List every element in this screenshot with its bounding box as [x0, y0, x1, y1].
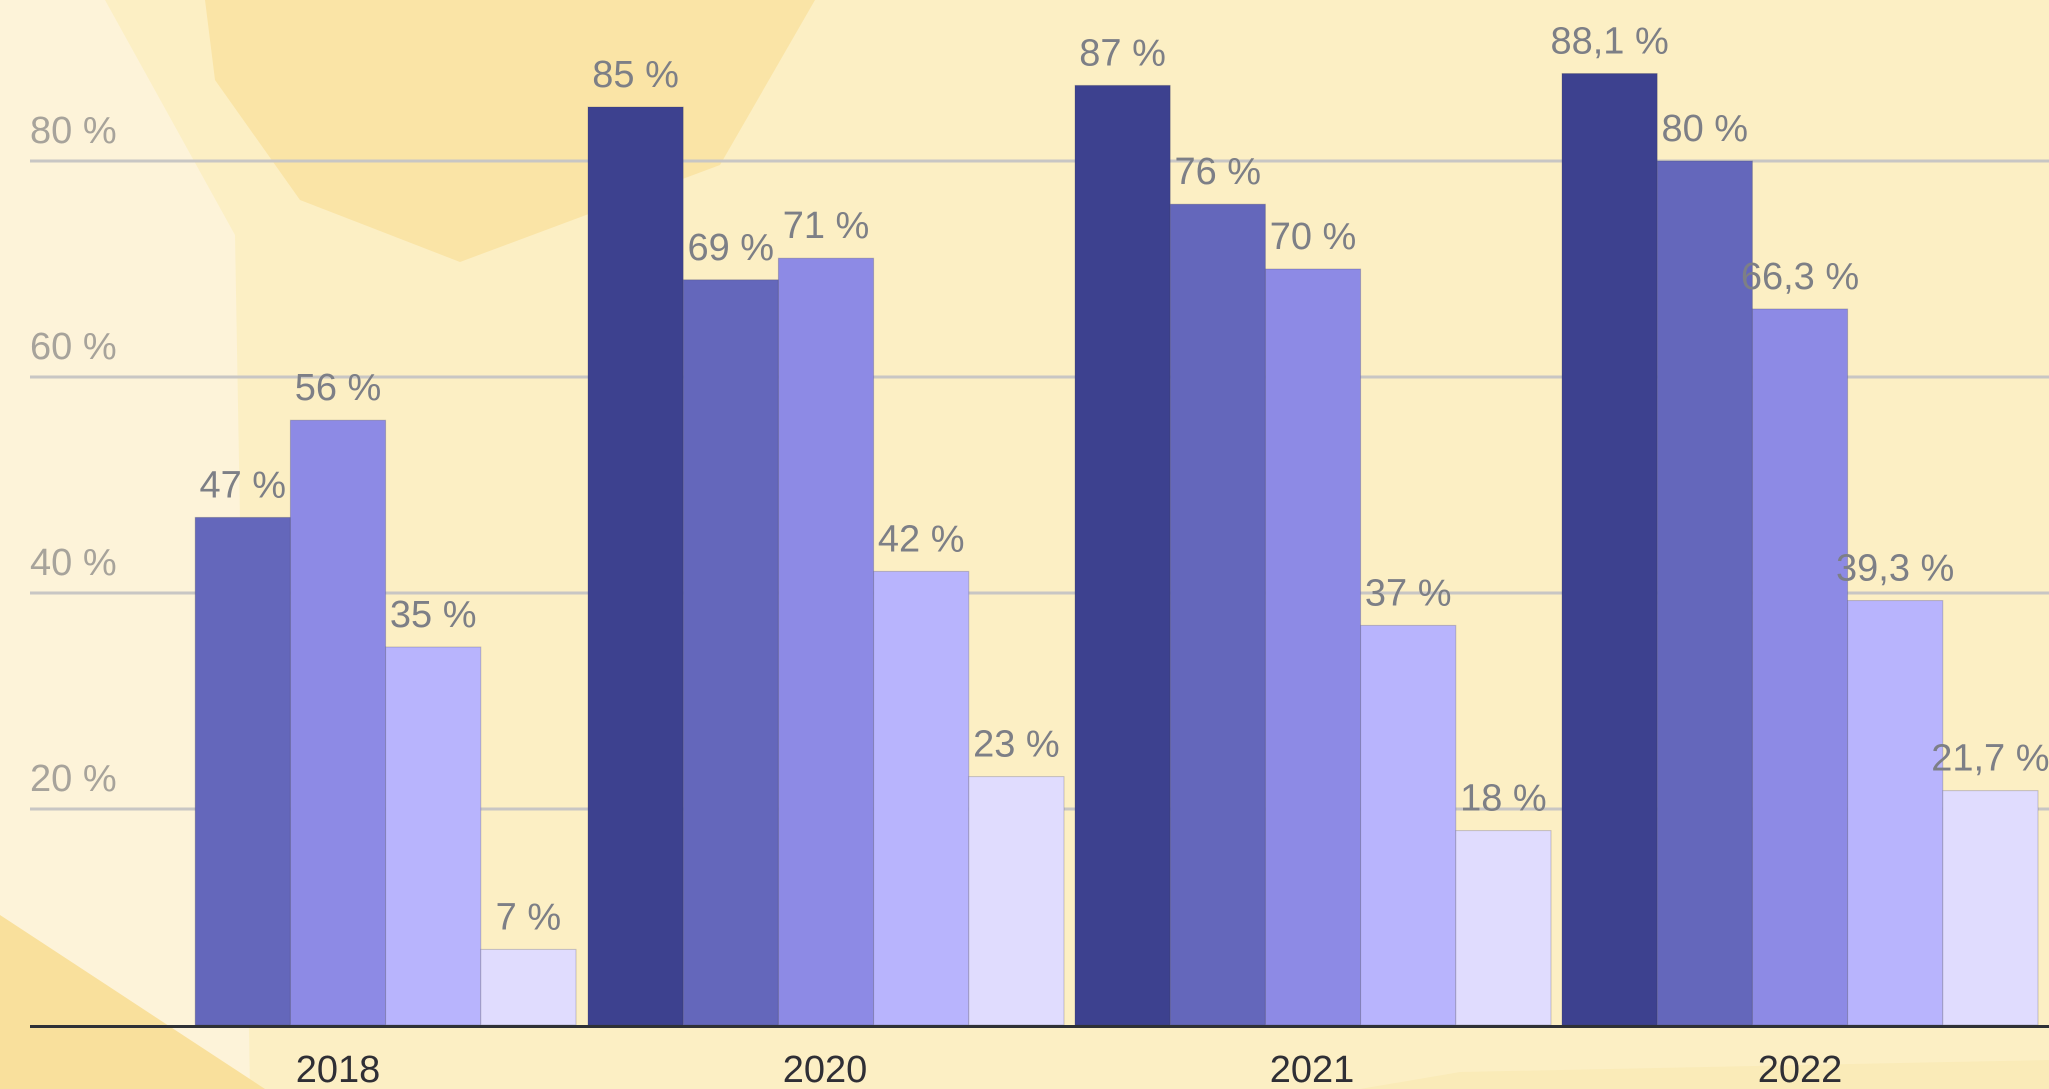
bar-2020-series-1 — [587, 106, 684, 1026]
bar-2022-series-3 — [1751, 308, 1849, 1026]
x-tick-label-2021: 2021 — [1270, 1049, 1355, 1089]
data-label-2022-series-5: 21,7 % — [1931, 738, 2049, 780]
data-label-2020-series-1: 85 % — [592, 54, 679, 96]
y-tick-label: 20 % — [30, 758, 117, 800]
data-labels: 47 % 56 % 35 % 7 % 85 % 69 %71 % 42 % 23 % 87 % 7… — [199, 21, 2049, 939]
bar-2022-series-5 — [1942, 790, 2039, 1026]
data-label-2021-series-4: 37 % — [1365, 572, 1452, 614]
y-tick-label: 80 % — [30, 110, 117, 152]
data-label-2022-series-1: 88,1 % — [1550, 21, 1668, 63]
x-tick-label-2020: 2020 — [783, 1049, 868, 1089]
data-label-2022-series-3: 66,3 % — [1741, 256, 1859, 298]
data-label-2018-series-3: 56 % — [295, 367, 382, 409]
bars — [194, 73, 2039, 1026]
data-label-2018-series-4: 35 % — [390, 594, 477, 636]
y-tick-labels: 20 % 40 % 60 % 80 % — [30, 110, 117, 800]
bar-2022-series-4 — [1847, 600, 1944, 1026]
bar-2021-series-1 — [1074, 84, 1171, 1026]
bar-2021-series-5 — [1455, 830, 1552, 1026]
y-tick-label: 40 % — [30, 542, 117, 584]
data-label-2021-series-5: 18 % — [1460, 778, 1547, 820]
x-tick-label-2022: 2022 — [1758, 1049, 1843, 1089]
data-label-2022-series-2: 80 % — [1661, 108, 1748, 150]
x-tick-label-2018: 2018 — [296, 1049, 381, 1089]
bar-2018-series-5 — [480, 948, 577, 1026]
data-label-2022-series-4: 39,3 % — [1836, 548, 1954, 590]
data-label-2018-series-2: 47 % — [199, 464, 286, 506]
bar-2020-series-4 — [873, 570, 970, 1026]
y-tick-label: 60 % — [30, 326, 117, 368]
bar-2020-series-5 — [968, 776, 1065, 1026]
bar-2021-series-3 — [1264, 268, 1362, 1026]
bar-2018-series-4 — [385, 646, 482, 1026]
bar-2022-series-2 — [1656, 160, 1753, 1026]
data-label-2020-series-3: 71 % — [783, 205, 870, 247]
data-label-2021-series-1: 87 % — [1079, 32, 1166, 74]
data-label-2021-series-2: 76 % — [1174, 151, 1261, 193]
bar-2020-series-2 — [682, 279, 779, 1026]
bar-2018-series-3 — [289, 419, 387, 1026]
data-label-2020-series-5: 23 % — [973, 724, 1060, 766]
bar-2018-series-2 — [194, 516, 291, 1026]
bar-2022-series-1 — [1561, 73, 1658, 1026]
bar-2020-series-3 — [777, 257, 875, 1026]
category-labels: 2018 2020 2021 2022 — [296, 1049, 1843, 1089]
bar-2021-series-4 — [1360, 624, 1457, 1026]
bar-2021-series-2 — [1169, 203, 1266, 1026]
data-label-2020-series-4: 42 % — [878, 518, 965, 560]
data-label-2020-series-2: 69 % — [687, 227, 774, 269]
data-label-2021-series-3: 70 % — [1270, 216, 1357, 258]
data-label-2018-series-5: 7 % — [496, 896, 561, 938]
